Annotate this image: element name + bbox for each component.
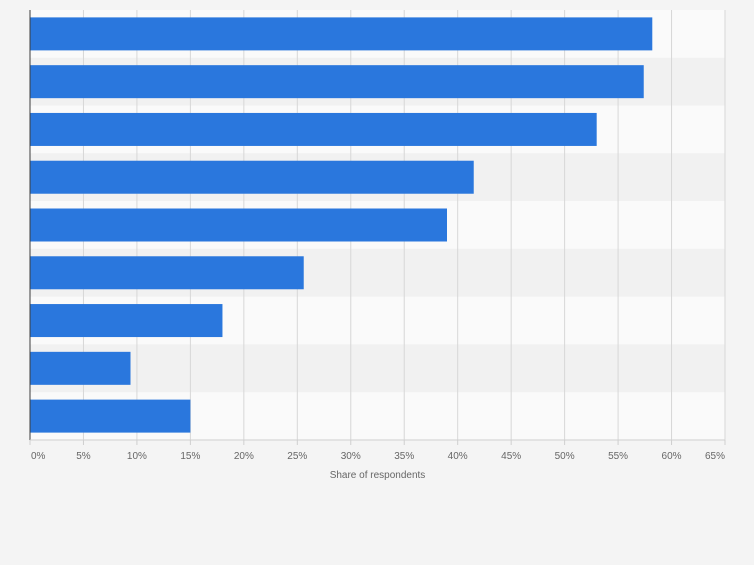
bar xyxy=(30,351,131,385)
axes xyxy=(29,10,725,441)
x-tick-label: 0% xyxy=(31,451,46,462)
row-band xyxy=(30,344,725,393)
bar xyxy=(30,256,304,290)
bar xyxy=(30,304,223,338)
x-tick-label: 55% xyxy=(608,451,628,462)
x-tick-labels: 0% 5% 10% 15% 20% 25% 30% 35% 40% 45% 50% 55% 60% 65% xyxy=(29,440,726,462)
bar xyxy=(30,112,597,146)
bars xyxy=(30,17,653,433)
x-tick-label: 40% xyxy=(448,451,468,462)
x-tick-label: 45% xyxy=(501,451,521,462)
bar xyxy=(30,208,447,242)
x-tick-label: 50% xyxy=(555,451,575,462)
x-tick-label: 30% xyxy=(341,451,361,462)
x-tick-label: 5% xyxy=(76,451,91,462)
x-tick-label: 15% xyxy=(180,451,200,462)
bar xyxy=(30,17,653,51)
x-axis-label: Share of respondents xyxy=(330,470,426,481)
bar xyxy=(30,160,474,194)
x-tick-label: 35% xyxy=(394,451,414,462)
x-tick-label: 60% xyxy=(662,451,682,462)
x-tick-label: 25% xyxy=(287,451,307,462)
bar xyxy=(30,399,191,433)
x-tick-label: 20% xyxy=(234,451,254,462)
x-tick-label: 65% xyxy=(705,451,725,462)
bar xyxy=(30,65,644,99)
x-tick-label: 10% xyxy=(127,451,147,462)
